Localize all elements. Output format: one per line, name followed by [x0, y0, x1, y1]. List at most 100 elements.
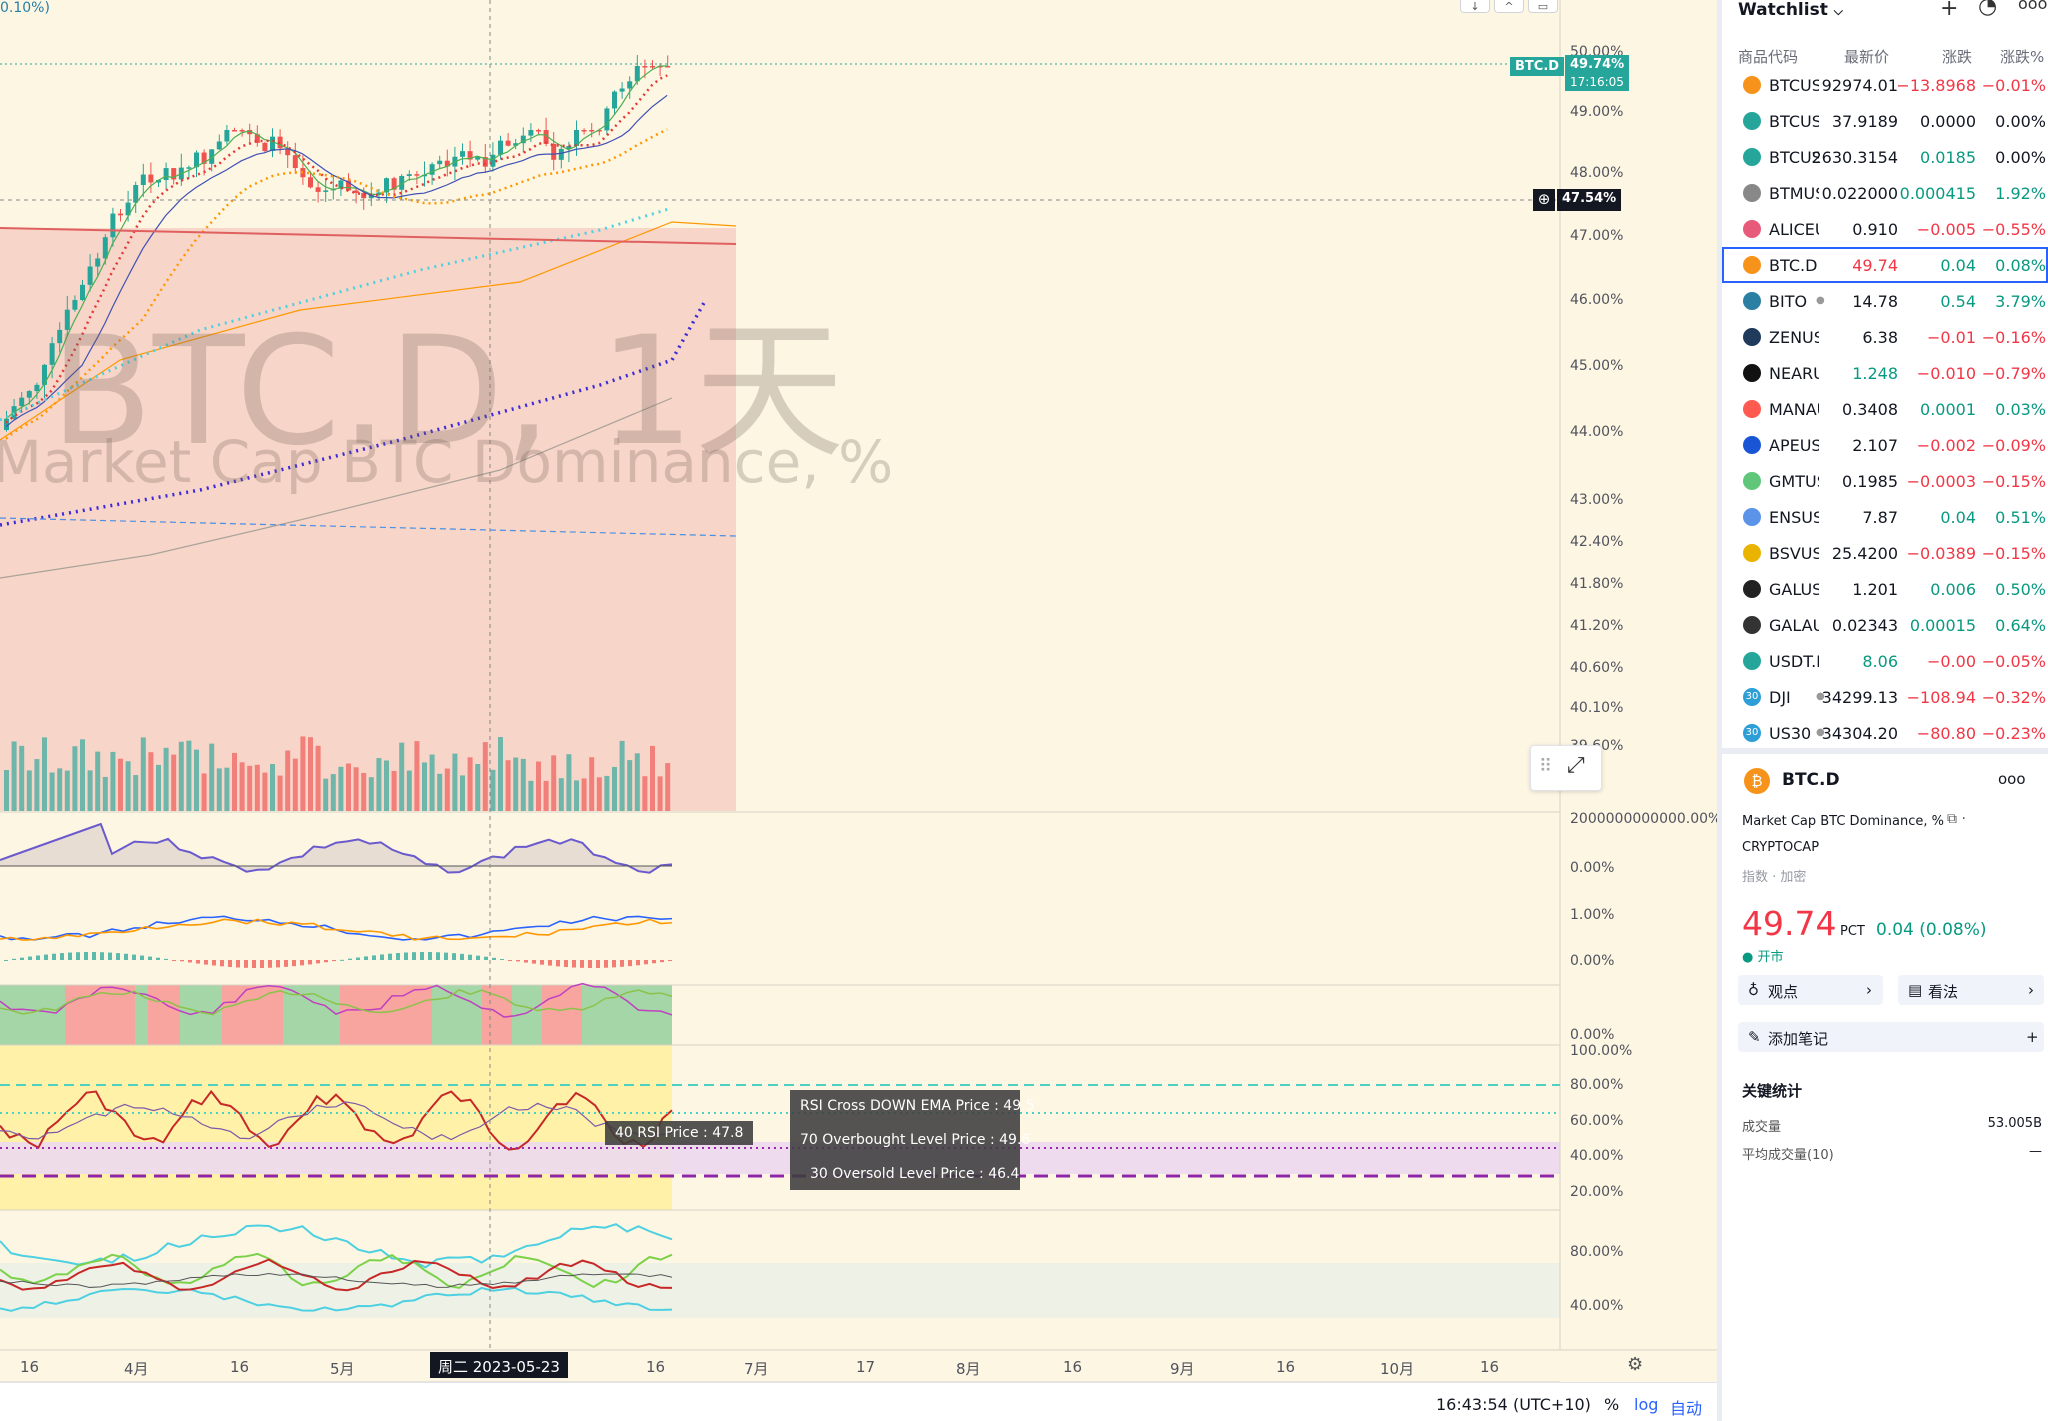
watchlist-row[interactable]: NEARUSD 1.248 −0.010 −0.79%	[1722, 355, 2048, 391]
watchlist-price: 25.4200	[1831, 544, 1898, 563]
macd-histogram-bar	[332, 960, 336, 962]
details-symbol[interactable]: BTC.D	[1782, 770, 1840, 790]
watchlist-row[interactable]: APEUSD 2.107 −0.002 −0.09%	[1722, 427, 2048, 463]
chart-canvas[interactable]	[0, 0, 1717, 1421]
watchlist-row[interactable]: ZENUSD 6.38 −0.01 −0.16%	[1722, 319, 2048, 355]
candle-body	[543, 130, 549, 144]
avg-volume-value: —	[2029, 1144, 2042, 1159]
drawing-toolbar[interactable]: ⠿ ⤢	[1530, 745, 1602, 791]
macd-histogram-bar	[36, 955, 40, 960]
coin-icon	[1743, 652, 1761, 670]
minds-button[interactable]: ▤ 看法 ›	[1898, 975, 2044, 1005]
volume-bar	[292, 758, 298, 811]
candle-body	[232, 130, 237, 132]
volume-bar	[262, 772, 268, 811]
col-symbol[interactable]: 商品代码	[1738, 48, 1799, 66]
watchlist-row[interactable]: GALUSD 1.201 0.006 0.50%	[1722, 571, 2048, 607]
volume-bar	[634, 753, 640, 811]
drag-handle-icon[interactable]: ⠿	[1539, 756, 1553, 777]
candle-body	[72, 300, 78, 310]
watchlist-row[interactable]: BTC.D 49.74 0.04 0.08%	[1722, 247, 2048, 283]
external-link-icon[interactable]: ⧉ ·	[1947, 811, 1966, 827]
watchlist-row[interactable]: GMTUSD 0.1985 −0.0003 −0.15%	[1722, 463, 2048, 499]
watchlist-row[interactable]: BTCUSD2630.3154 0.0185 0.00%	[1722, 139, 2048, 175]
chart-scroll-down-icon[interactable]: ↓	[1460, 0, 1490, 13]
macd-histogram-bar	[140, 955, 144, 960]
macd-histogram-bar	[572, 960, 576, 968]
stoch-band	[0, 1263, 1560, 1318]
ma-slow-line	[0, 397, 673, 579]
percent-scale-toggle[interactable]: %	[1604, 1395, 1620, 1414]
watchlist-price: 6.38	[1862, 328, 1898, 347]
trend-line-tool-icon[interactable]: ⤢	[1567, 753, 1585, 778]
chart-scroll-up-icon[interactable]: ^	[1494, 0, 1524, 13]
volume-bar	[95, 751, 101, 811]
chart-area[interactable]: BTC.D, 1天 Market Cap BTC Dominance, % 0.…	[0, 0, 1717, 1421]
macd-histogram-bar	[260, 960, 264, 968]
volume-bar	[422, 762, 427, 811]
macd-histogram-bar	[52, 953, 56, 960]
macd-histogram-bar	[580, 960, 584, 968]
watchlist-change: −108.94	[1906, 688, 1976, 707]
candle-body	[163, 168, 169, 181]
watchlist-row[interactable]: USDT.D 8.06 −0.00 −0.05%	[1722, 643, 2048, 679]
macd-histogram-bar	[228, 960, 232, 967]
watchlist-symbol: ZENUSD	[1769, 328, 1819, 347]
macd-histogram-bar	[284, 960, 288, 967]
add-alert-plus-icon[interactable]: ⊕	[1533, 189, 1555, 211]
volume-bar	[80, 739, 85, 811]
log-scale-toggle[interactable]: log	[1634, 1395, 1659, 1414]
col-change-pct[interactable]: 涨跌%	[2000, 48, 2045, 66]
macd-histogram-bar	[468, 954, 472, 960]
time-axis-label: 17	[856, 1358, 876, 1376]
indicator-axis-label: 40.00%	[1570, 1148, 1624, 1164]
clock-timezone[interactable]: 16:43:54 (UTC+10)	[1436, 1395, 1591, 1414]
volume-bar	[209, 743, 215, 811]
tooltip-oversold: 30 Oversold Level Price : 46.4	[810, 1166, 1020, 1182]
candle-body	[528, 130, 534, 136]
watchlist-row[interactable]: GALAUSD 0.02343 0.00015 0.64%	[1722, 607, 2048, 643]
watchlist-chart-icon[interactable]: ◔	[1978, 0, 1998, 19]
watchlist-price: 2.107	[1852, 436, 1898, 455]
volume-bar	[34, 759, 40, 811]
macd-histogram-bar	[404, 952, 408, 960]
add-note-button[interactable]: ✎ 添加笔记 +	[1738, 1022, 2044, 1052]
macd-histogram-bar	[668, 960, 672, 961]
watchlist-divider[interactable]	[1722, 748, 2048, 754]
watchlist-row[interactable]: BITO ● 14.78 0.54 3.79%	[1722, 283, 2048, 319]
details-exchange[interactable]: CRYPTOCAP	[1742, 840, 1820, 855]
watchlist-row[interactable]: ALICEUSD 0.910 −0.005 −0.55%	[1722, 211, 2048, 247]
chart-collapse-icon[interactable]: ▭	[1528, 0, 1558, 13]
watchlist-title[interactable]: Watchlist ⌵	[1738, 0, 1843, 20]
add-symbol-icon[interactable]: +	[1940, 0, 1959, 21]
coin-icon	[1743, 76, 1761, 94]
col-change[interactable]: 涨跌	[1942, 48, 1973, 66]
volume-bar	[110, 751, 116, 811]
volume-bar	[482, 742, 488, 811]
watchlist-row[interactable]: BSVUSD 25.4200 −0.0389 −0.15%	[1722, 535, 2048, 571]
watchlist-row[interactable]: 30 US30 ● 34304.20 −80.80 −0.23%	[1722, 715, 2048, 751]
macd-histogram-bar	[84, 952, 88, 960]
watchlist-row[interactable]: ENSUSD 7.87 0.04 0.51%	[1722, 499, 2048, 535]
macd-histogram-bar	[148, 956, 152, 960]
ma-orange-line	[0, 221, 737, 441]
volume-bar	[368, 777, 374, 811]
macd-histogram-bar	[132, 954, 136, 960]
macd-histogram-bar	[508, 960, 512, 961]
col-price[interactable]: 最新价	[1844, 48, 1890, 66]
watchlist-row[interactable]: MANAUSD 0.3408 0.0001 0.03%	[1722, 391, 2048, 427]
candle-body	[4, 418, 9, 430]
macd-histogram-bar	[436, 952, 440, 960]
watchlist-row[interactable]: BTCUSD 37.9189 0.0000 0.00%	[1722, 103, 2048, 139]
watchlist-symbol: USDT.D	[1769, 652, 1819, 671]
watchlist-row[interactable]: 30 DJI ● 34299.13 −108.94 −0.32%	[1722, 679, 2048, 715]
ideas-button[interactable]: ♁ 观点 ›	[1738, 975, 1883, 1005]
candle-body	[498, 140, 503, 155]
time-axis-settings-icon[interactable]: ⚙	[1627, 1354, 1644, 1375]
more-options-icon[interactable]: ooo	[2018, 0, 2048, 13]
auto-scale-toggle[interactable]: 自动	[1670, 1399, 1703, 1418]
coin-icon: 30	[1743, 688, 1761, 706]
details-more-icon[interactable]: ooo	[1998, 770, 2026, 788]
watchlist-row[interactable]: BTCUSD92974.01−13.8968 −0.01%	[1722, 67, 2048, 103]
